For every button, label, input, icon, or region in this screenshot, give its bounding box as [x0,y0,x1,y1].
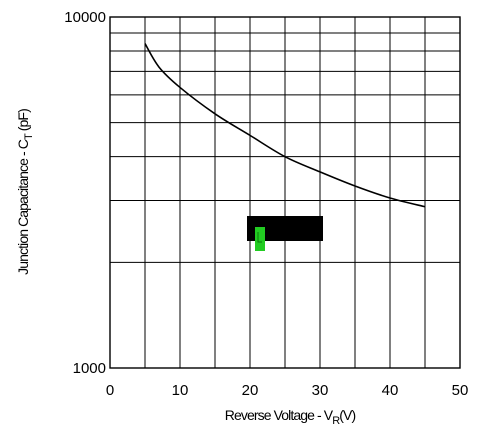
x-axis-label: Reverse Voltage - VR(V) [225,407,356,427]
green-marker [255,227,265,251]
y-tick-label-top: 10000 [64,9,106,26]
y-tick-label-bottom: 1000 [73,360,106,377]
y-axis-label-suffix: (pF) [15,109,31,134]
plot-frame [109,16,461,369]
grid-lines [110,17,460,368]
y-axis-label: Junction Capacitance - CT (pF) [15,109,35,275]
marker-hook [257,232,262,243]
x-tick-label: 10 [172,382,189,399]
x-axis-label-suffix: (V) [339,407,355,423]
x-tick-label: 50 [452,382,469,399]
y-axis-label-main: Junction Capacitance - C [15,139,31,275]
y-axis-label-subscript: T [23,133,35,140]
x-tick-label: 40 [382,382,399,399]
x-tick-label: 0 [106,382,114,399]
x-tick-labels: 0 10 20 30 40 50 [106,382,469,399]
x-axis-label-main: Reverse Voltage - V [225,407,334,423]
x-tick-label: 20 [242,382,259,399]
x-axis-label-subscript: R [332,415,340,427]
x-tick-label: 30 [312,382,329,399]
capacitance-curve [144,43,426,208]
